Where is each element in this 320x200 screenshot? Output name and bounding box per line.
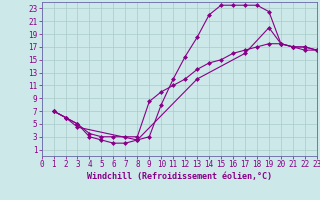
X-axis label: Windchill (Refroidissement éolien,°C): Windchill (Refroidissement éolien,°C) bbox=[87, 172, 272, 181]
